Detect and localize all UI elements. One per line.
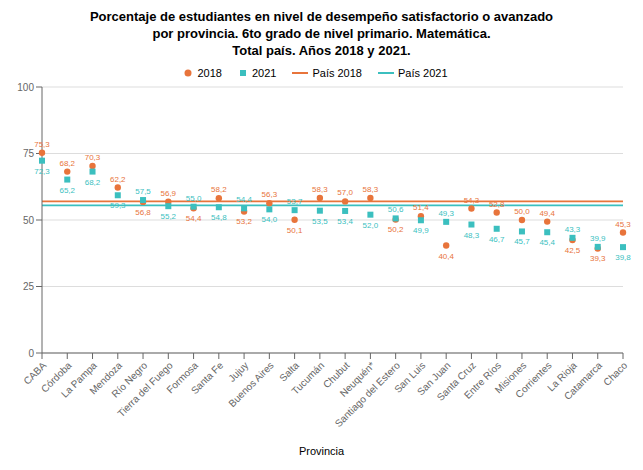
svg-text:Tucumán: Tucumán	[289, 360, 326, 397]
svg-text:53,2: 53,2	[236, 217, 252, 226]
html-text:Porcentaje de estudiantes en n: Porcentaje de estudiantes en nivel de de…	[90, 9, 553, 58]
svg-text:Santa Fe: Santa Fe	[189, 359, 226, 396]
svg-text:Mendoza: Mendoza	[87, 359, 125, 397]
svg-text:45,7: 45,7	[514, 237, 530, 246]
svg-text:68,2: 68,2	[59, 159, 75, 168]
svg-text:Tierra del Fuego: Tierra del Fuego	[115, 359, 175, 420]
svg-text:49,9: 49,9	[413, 226, 429, 235]
svg-text:Misiones: Misiones	[492, 359, 529, 396]
svg-text:55,2: 55,2	[161, 212, 177, 221]
svg-text:72,3: 72,3	[34, 167, 50, 176]
svg-text:58,2: 58,2	[211, 185, 227, 194]
svg-text:50,6: 50,6	[388, 205, 404, 214]
svg-text:Formosa: Formosa	[164, 359, 200, 396]
svg-text:25: 25	[23, 281, 35, 292]
svg-text:50,2: 50,2	[388, 225, 404, 234]
html-text:2018: 2018	[197, 67, 222, 79]
svg-text:46,7: 46,7	[489, 235, 505, 244]
svg-text:68,2: 68,2	[85, 178, 101, 187]
svg-text:56,3: 56,3	[262, 190, 278, 199]
svg-text:49,4: 49,4	[539, 209, 555, 218]
svg-text:La Pampa: La Pampa	[58, 359, 99, 400]
svg-text:Río Negro: Río Negro	[109, 359, 150, 400]
svg-text:65,2: 65,2	[59, 186, 75, 195]
svg-text:39,3: 39,3	[590, 254, 606, 263]
svg-text:54,4: 54,4	[236, 195, 252, 204]
svg-text:56,9: 56,9	[161, 189, 177, 198]
svg-text:48,3: 48,3	[464, 231, 480, 240]
svg-text:45,4: 45,4	[539, 238, 555, 247]
svg-text:San Juan: San Juan	[414, 359, 453, 398]
svg-text:Neuquén*: Neuquén*	[337, 359, 377, 399]
svg-text:50,0: 50,0	[514, 207, 530, 216]
svg-text:Chubut: Chubut	[321, 359, 352, 391]
svg-text:Salta: Salta	[277, 359, 301, 384]
svg-text:52,8: 52,8	[489, 200, 505, 209]
svg-text:Santa Cruz: Santa Cruz	[434, 359, 478, 403]
svg-text:54,4: 54,4	[186, 214, 202, 223]
html-text:Provincia: Provincia	[298, 445, 345, 457]
svg-text:39,8: 39,8	[615, 253, 631, 262]
svg-text:Córdoba: Córdoba	[38, 359, 74, 395]
svg-text:40,4: 40,4	[438, 252, 454, 261]
svg-text:39,9: 39,9	[590, 234, 606, 243]
svg-text:100: 100	[17, 82, 34, 93]
svg-text:Corrientes: Corrientes	[513, 360, 553, 400]
svg-text:San Luis: San Luis	[392, 359, 428, 395]
svg-text:75: 75	[23, 148, 35, 159]
svg-text:50,1: 50,1	[287, 226, 303, 235]
svg-text:Entre Ríos: Entre Ríos	[462, 360, 503, 401]
svg-text:CABA: CABA	[21, 359, 49, 387]
svg-text:Jujuy: Jujuy	[226, 359, 251, 384]
svg-text:42,5: 42,5	[565, 246, 581, 255]
svg-text:Buenos Aires: Buenos Aires	[226, 360, 275, 409]
svg-text:57,5: 57,5	[135, 187, 151, 196]
svg-text:56,8: 56,8	[135, 208, 151, 217]
svg-text:0: 0	[28, 348, 34, 359]
svg-text:Catamarca: Catamarca	[562, 359, 605, 402]
svg-text:53,7: 53,7	[287, 197, 303, 206]
html-text:2021: 2021	[252, 67, 277, 79]
svg-text:52,0: 52,0	[363, 221, 379, 230]
svg-text:45,3: 45,3	[615, 220, 631, 229]
svg-text:62,2: 62,2	[110, 175, 126, 184]
html-text:País 2021: País 2021	[398, 67, 448, 79]
svg-text:La Rioja: La Rioja	[545, 359, 579, 394]
svg-text:50: 50	[23, 215, 35, 226]
html-text:País 2018: País 2018	[312, 67, 362, 79]
svg-text:43,3: 43,3	[565, 225, 581, 234]
svg-text:54,3: 54,3	[464, 196, 480, 205]
svg-text:58,3: 58,3	[312, 185, 328, 194]
svg-text:57,0: 57,0	[337, 188, 353, 197]
svg-text:54,0: 54,0	[262, 215, 278, 224]
svg-text:59,3: 59,3	[110, 201, 126, 210]
svg-text:53,5: 53,5	[312, 217, 328, 226]
svg-text:Chaco: Chaco	[601, 359, 630, 388]
svg-text:51,4: 51,4	[413, 203, 429, 212]
svg-text:55,0: 55,0	[186, 194, 202, 203]
svg-text:54,8: 54,8	[211, 213, 227, 222]
svg-text:53,4: 53,4	[337, 217, 353, 226]
svg-text:49,3: 49,3	[438, 209, 454, 218]
svg-text:58,3: 58,3	[363, 185, 379, 194]
svg-text:Santiago del Estero: Santiago del Estero	[333, 359, 403, 429]
svg-text:75,3: 75,3	[34, 140, 50, 149]
svg-text:70,3: 70,3	[85, 153, 101, 162]
